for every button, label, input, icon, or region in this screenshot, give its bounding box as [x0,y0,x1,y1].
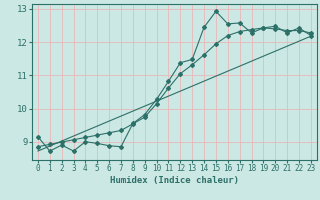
X-axis label: Humidex (Indice chaleur): Humidex (Indice chaleur) [110,176,239,185]
